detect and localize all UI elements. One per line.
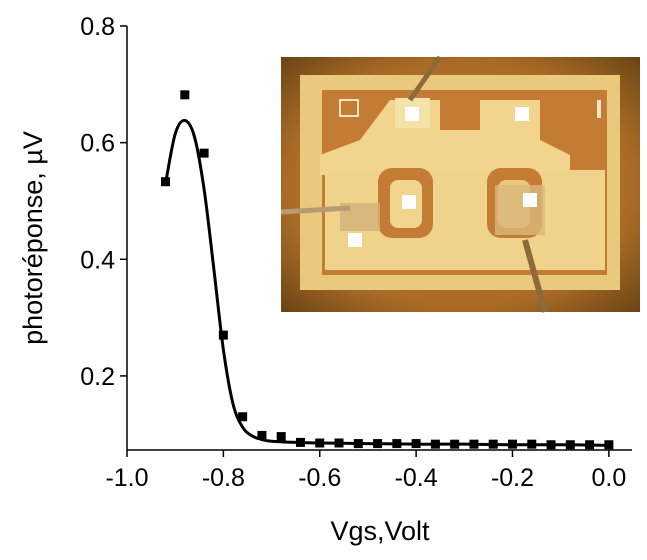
data-point: [276, 432, 286, 442]
data-point: [199, 148, 209, 158]
y-tick-label: 0.8: [80, 13, 115, 41]
x-tick-label: -0.8: [202, 464, 245, 492]
y-tick-label: 0.2: [80, 363, 115, 391]
fit-curve: [164, 118, 609, 447]
x-tick-label: -1.0: [105, 464, 148, 492]
data-point: [257, 430, 267, 440]
y-axis-label: photoréponse, µV: [18, 131, 48, 345]
x-tick-label: -0.6: [298, 464, 341, 492]
y-tick-label: 0.6: [80, 130, 115, 158]
x-axis-label: Vgs,Volt: [330, 516, 430, 546]
x-tick-label: -0.2: [491, 464, 534, 492]
data-point: [180, 90, 190, 100]
data-point: [218, 330, 228, 340]
inset-photo: [280, 55, 640, 313]
data-point: [238, 412, 248, 422]
x-tick-label: -0.4: [395, 464, 438, 492]
y-tick-label: 0.4: [80, 246, 115, 274]
x-tick-label: 0.0: [591, 464, 626, 492]
